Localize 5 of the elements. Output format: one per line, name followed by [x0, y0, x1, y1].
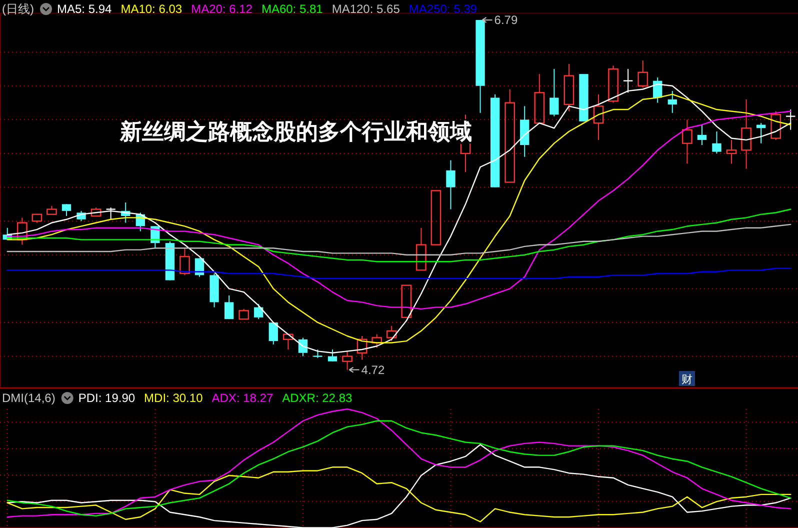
title: DMI(14,6) [2, 391, 56, 405]
annotation: 4.72 [361, 362, 385, 377]
title: (日线) [2, 2, 34, 16]
annotation: 财 [682, 374, 692, 386]
annotation: 6.79 [494, 12, 518, 27]
